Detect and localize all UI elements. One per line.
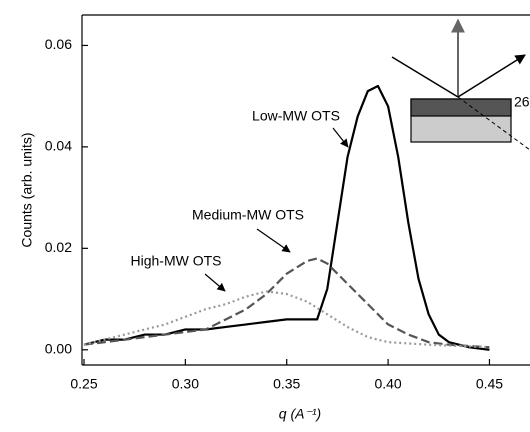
x-tick-label: 0.30 — [172, 376, 199, 392]
inset: 26 — [391, 18, 530, 151]
series-annotation: Low-MW OTS — [252, 108, 340, 124]
inset-label: 26 — [514, 94, 530, 110]
frame — [81, 14, 530, 366]
annotation-arrows — [204, 127, 349, 292]
series-annotation: Medium-MW OTS — [192, 207, 304, 223]
x-tick-label: 0.40 — [374, 376, 401, 392]
series-line — [83, 290, 490, 349]
series-line — [83, 84, 490, 351]
y-tick-label: 0.06 — [45, 36, 72, 52]
series-annotation: High-MW OTS — [131, 253, 222, 269]
y-tick-label: 0.04 — [45, 138, 72, 154]
y-tick-label: 0.02 — [45, 239, 72, 255]
x-axis-label: q (A⁻¹) — [279, 406, 321, 422]
x-tick-label: 0.35 — [273, 376, 300, 392]
x-tick-label: 0.25 — [70, 376, 97, 392]
y-tick-label: 0.00 — [45, 340, 72, 356]
x-tick-label: 0.45 — [476, 376, 503, 392]
y-axis-label: Counts (arb. units) — [19, 132, 35, 247]
